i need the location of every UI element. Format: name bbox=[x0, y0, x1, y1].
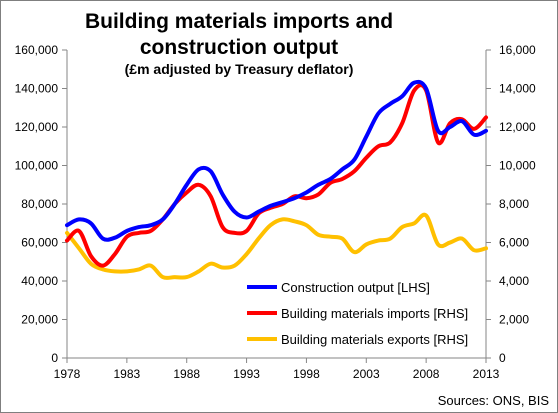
legend-construction-output-label: Construction output [LHS] bbox=[281, 280, 430, 295]
x-tick-label: 1993 bbox=[233, 367, 260, 381]
legend-exports-label: Building materials exports [RHS] bbox=[281, 332, 468, 347]
chart-subtitle: (£m adjusted by Treasury deflator) bbox=[124, 61, 354, 77]
right-tick-label: 12,000 bbox=[499, 120, 536, 134]
x-tick-label: 2013 bbox=[473, 367, 500, 381]
x-tick-label: 1983 bbox=[114, 367, 141, 381]
construction-output-line bbox=[65, 79, 488, 242]
x-tick-label: 1988 bbox=[173, 367, 200, 381]
legend-imports-label: Building materials imports [RHS] bbox=[281, 306, 468, 321]
left-tick-label: 20,000 bbox=[21, 313, 58, 327]
x-tick-label: 2008 bbox=[413, 367, 440, 381]
right-tick-label: 2,000 bbox=[499, 313, 529, 327]
left-tick-label: 40,000 bbox=[21, 274, 58, 288]
imports-line bbox=[65, 83, 488, 268]
right-tick-label: 16,000 bbox=[499, 43, 536, 57]
left-tick-label: 120,000 bbox=[15, 120, 59, 134]
chart-title-line-1: Building materials imports and bbox=[84, 10, 394, 33]
left-tick-label: 0 bbox=[51, 351, 58, 365]
right-tick-label: 14,000 bbox=[499, 82, 536, 96]
left-tick-label: 80,000 bbox=[21, 197, 58, 211]
x-tick-label: 1978 bbox=[54, 367, 81, 381]
exports-line bbox=[65, 212, 488, 280]
left-tick-label: 60,000 bbox=[21, 236, 58, 250]
right-tick-label: 6,000 bbox=[499, 236, 529, 250]
right-tick-label: 4,000 bbox=[499, 274, 529, 288]
right-tick-label: 8,000 bbox=[499, 197, 529, 211]
chart-title-line-2: construction output bbox=[139, 36, 339, 59]
source-note: Sources: ONS, BIS bbox=[437, 393, 549, 408]
right-tick-label: 0 bbox=[499, 351, 506, 365]
x-tick-label: 2003 bbox=[353, 367, 380, 381]
right-tick-label: 10,000 bbox=[499, 159, 536, 173]
left-tick-label: 160,000 bbox=[15, 43, 59, 57]
x-tick-label: 1998 bbox=[293, 367, 320, 381]
left-tick-label: 140,000 bbox=[15, 82, 59, 96]
left-tick-label: 100,000 bbox=[15, 159, 59, 173]
